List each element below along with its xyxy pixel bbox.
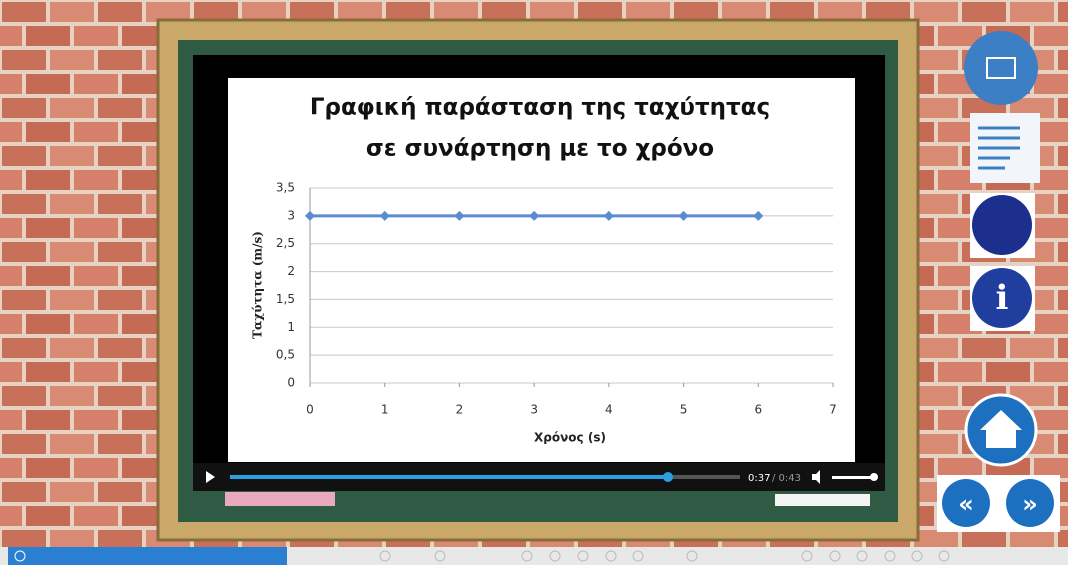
nav-dot [549,550,561,562]
nav-dots [14,550,950,562]
nav-dot [938,550,950,562]
y-tick-label: 2,5 [276,236,295,250]
nav-dot [911,550,923,562]
page-nav-progress [8,547,287,565]
chart-title: σε συνάρτηση με το χρόνο [366,136,714,162]
y-tick-label: 1 [287,320,295,334]
y-tick-label: 1,5 [276,292,295,306]
y-axis-label: Ταχύτητα (m/s) [251,231,265,339]
nav-dot [632,550,644,562]
nav-dot [521,550,533,562]
volume-bar[interactable] [832,476,874,479]
data-point [753,210,764,221]
library-icon [972,195,1032,255]
x-tick-label: 5 [680,403,688,417]
data-point [603,210,614,221]
y-tick-label: 0,5 [276,348,295,362]
chart-title: Γραφική παράσταση της ταχύτητας [310,95,770,121]
nav-dot [434,550,446,562]
prev-button[interactable] [942,479,990,527]
x-tick-label: 0 [306,403,314,417]
y-tick-label: 3,5 [276,181,295,195]
data-point [305,210,315,221]
y-tick-label: 2 [287,264,295,278]
volume-button[interactable] [812,470,820,484]
chart-area [228,78,855,462]
info-icon [972,268,1032,328]
menu-icon [986,57,1016,79]
chart: Γραφική παράσταση της ταχύτητας σε συνάρ… [251,95,837,445]
data-point [678,210,689,221]
y-tick-label: 3 [287,208,295,222]
home-icon [980,410,1022,448]
progress-fill [230,475,668,479]
nav-dot [884,550,896,562]
x-axis-label: Χρόνος (s) [534,431,606,445]
duration: / 0:43 [772,473,801,484]
info-glyph: i [996,278,1009,318]
prev-glyph: « [958,490,974,518]
nav-dot [686,550,698,562]
x-tick-label: 4 [605,403,613,417]
next-button[interactable] [1006,479,1054,527]
notes-icon [978,126,1020,170]
data-point [529,210,540,221]
nav-dot [829,550,841,562]
y-tick-label: 0 [287,376,295,390]
chalk [775,494,870,506]
nav-dot [605,550,617,562]
menu-button[interactable] [964,31,1038,105]
nav-dot [801,550,813,562]
current-time: 0:37 [748,473,770,484]
progress-knob[interactable] [663,472,673,482]
next-glyph: » [1022,490,1038,518]
x-tick-label: 7 [829,403,837,417]
nav-dot [14,550,26,562]
nav-dot [577,550,589,562]
eraser [225,492,335,506]
volume-knob[interactable] [870,473,878,481]
x-tick-label: 6 [754,403,762,417]
data-point [454,210,465,221]
x-tick-label: 1 [381,403,389,417]
x-tick-label: 3 [530,403,538,417]
play-button[interactable] [206,471,215,483]
nav-dot [379,550,391,562]
x-tick-label: 2 [456,403,464,417]
data-point [379,210,390,221]
nav-dot [856,550,868,562]
